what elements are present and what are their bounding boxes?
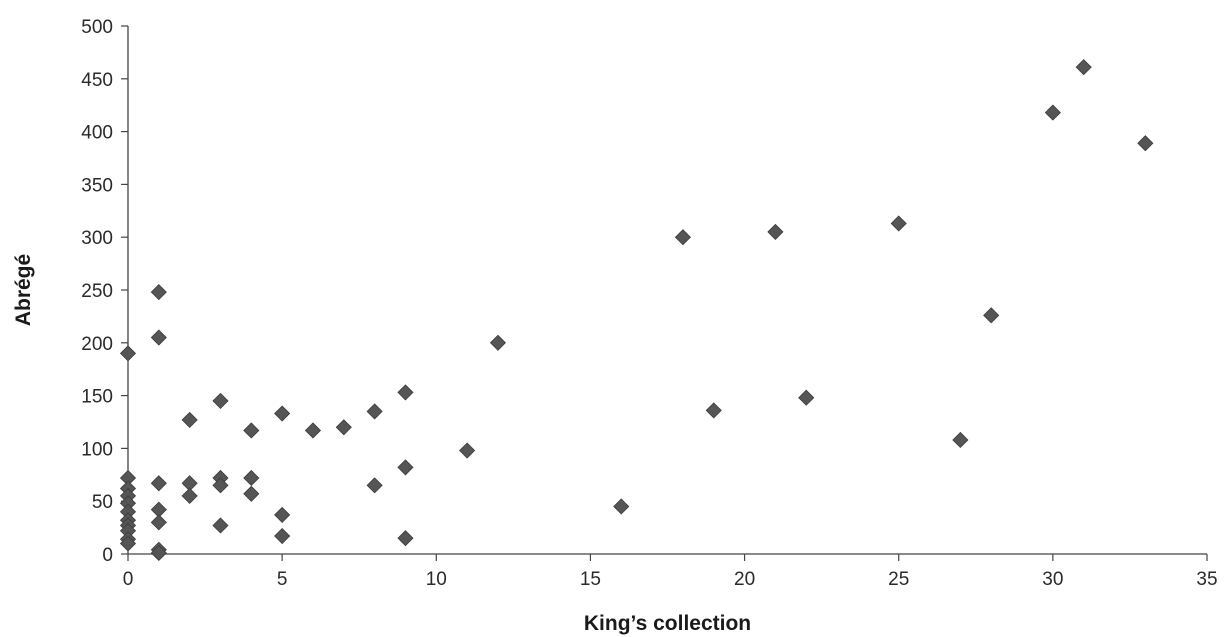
data-point: [767, 223, 784, 240]
y-tick-label: 350: [81, 175, 113, 196]
y-tick-label: 400: [81, 123, 113, 144]
data-point: [150, 329, 167, 346]
y-axis-ticks: 0 50 100 150 200 250 300 350 400 450 500: [81, 17, 128, 566]
data-point: [1044, 104, 1061, 121]
data-point: [489, 334, 507, 351]
x-tick-label: 30: [1042, 569, 1063, 590]
data-point: [243, 469, 260, 487]
data-point: [243, 485, 260, 502]
x-tick-label: 10: [426, 569, 447, 590]
y-tick-label: 0: [102, 545, 113, 566]
axes: [127, 26, 1207, 555]
y-tick-label: 50: [92, 492, 113, 513]
data-point: [613, 498, 630, 515]
x-tick-label: 25: [888, 569, 909, 590]
x-tick-label: 20: [734, 569, 755, 590]
x-axis-title: King’s collection: [584, 612, 751, 635]
y-tick-label: 200: [81, 334, 113, 355]
y-tick-label: 100: [81, 439, 113, 460]
data-point: [150, 544, 167, 562]
data-points: [119, 59, 1154, 562]
y-tick-label: 450: [81, 70, 113, 91]
data-point: [243, 422, 260, 439]
data-point: [150, 514, 167, 531]
data-point: [181, 487, 198, 504]
data-point: [366, 403, 383, 420]
data-point: [304, 422, 322, 439]
data-point: [890, 215, 907, 232]
data-point: [397, 530, 414, 547]
data-point: [1075, 59, 1092, 76]
data-point: [335, 419, 352, 436]
x-axis-ticks: 0 5 10 15 20 25 30 35: [123, 554, 1218, 590]
data-point: [212, 517, 229, 534]
x-tick-label: 5: [277, 569, 288, 590]
data-point: [397, 384, 414, 401]
data-point: [150, 284, 167, 301]
data-point: [1137, 135, 1154, 152]
y-tick-label: 250: [81, 281, 113, 302]
x-tick-label: 0: [123, 569, 134, 590]
y-tick-label: 150: [81, 387, 113, 408]
data-point: [181, 411, 198, 428]
x-tick-label: 15: [580, 569, 601, 590]
y-tick-label: 300: [81, 228, 113, 249]
data-point: [274, 405, 291, 422]
data-point: [459, 442, 476, 459]
data-point: [397, 459, 414, 476]
data-point: [119, 345, 137, 362]
y-tick-label: 500: [81, 17, 113, 38]
data-point: [274, 506, 291, 523]
x-tick-label: 35: [1196, 569, 1217, 590]
data-point: [983, 307, 1000, 324]
y-axis-title: Abrégé: [12, 254, 35, 326]
data-point: [119, 535, 137, 552]
data-point: [274, 527, 291, 545]
data-point: [798, 389, 815, 406]
data-point: [952, 431, 969, 449]
data-point: [212, 477, 229, 494]
data-point: [150, 475, 167, 492]
data-point: [674, 229, 691, 246]
data-point: [366, 477, 383, 494]
data-point: [212, 392, 229, 409]
data-point: [705, 402, 722, 419]
